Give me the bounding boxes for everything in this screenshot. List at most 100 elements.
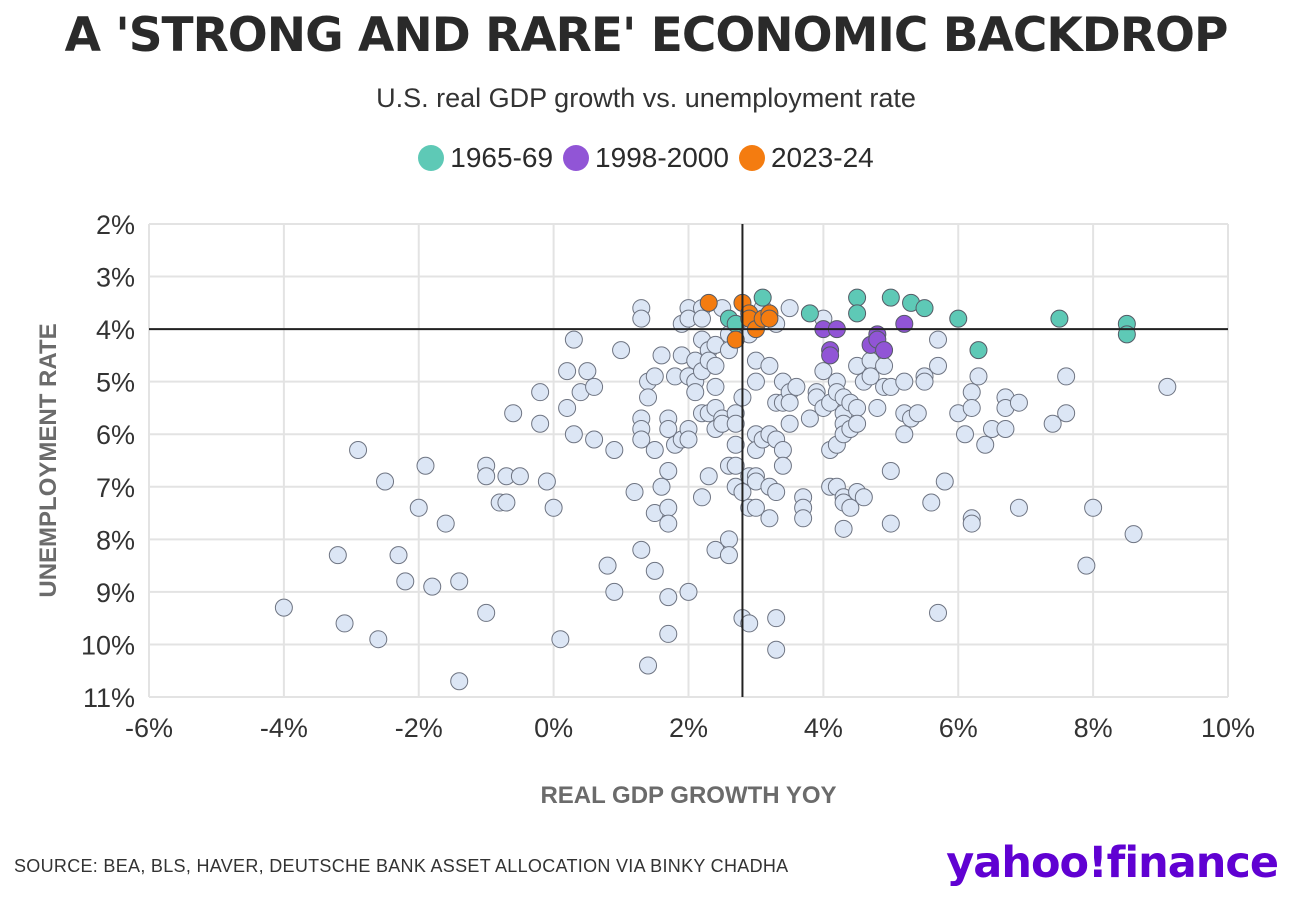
- scatter-point: [969, 367, 988, 386]
- scatter-point: [558, 362, 577, 381]
- scatter-point-1965-69: [753, 288, 772, 307]
- scatter-point: [1009, 498, 1028, 517]
- scatter-point: [726, 435, 745, 454]
- scatter-point: [760, 509, 779, 528]
- scatter-point: [881, 514, 900, 533]
- scatter-point: [369, 630, 388, 649]
- scatter-point: [679, 582, 698, 601]
- scatter-point-1998-2000: [875, 341, 894, 360]
- scatter-point: [780, 414, 799, 433]
- scatter-point: [328, 546, 347, 565]
- scatter-point: [531, 383, 550, 402]
- scatter-point: [639, 656, 658, 675]
- scatter-point: [632, 430, 651, 449]
- scatter-point: [787, 377, 806, 396]
- legend-swatch: [738, 145, 765, 171]
- scatter-point: [895, 372, 914, 391]
- legend-label: 1998-2000: [595, 142, 729, 173]
- brand-part: !: [1088, 838, 1108, 888]
- legend-item-2023-24: 2023-24: [738, 142, 874, 174]
- scatter-point: [625, 483, 644, 502]
- legend-label: 2023-24: [770, 142, 874, 173]
- scatter-point: [659, 498, 678, 517]
- scatter-point: [962, 514, 981, 533]
- scatter-point: [1057, 404, 1076, 423]
- legend-label: 1965-69: [450, 142, 554, 173]
- scatter-point: [780, 393, 799, 412]
- scatter-point: [686, 383, 705, 402]
- y-tick-label: 2%: [96, 210, 135, 240]
- scatter-point-1965-69: [1117, 325, 1136, 344]
- scatter-point: [396, 572, 415, 591]
- scatter-point: [767, 609, 786, 628]
- y-tick-label: 3%: [96, 263, 135, 293]
- x-axis-label: REAL GDP GROWTH YOY: [540, 782, 836, 809]
- scatter-point: [605, 440, 624, 459]
- scatter-point: [639, 388, 658, 407]
- scatter-point: [1077, 556, 1096, 575]
- scatter-point: [996, 419, 1015, 438]
- scatter-point: [976, 435, 995, 454]
- x-tick-label: 8%: [1074, 713, 1113, 743]
- scatter-point: [551, 630, 570, 649]
- scatter-point: [719, 546, 738, 565]
- scatter-point: [692, 488, 711, 507]
- scatter-point: [585, 430, 604, 449]
- scatter-point: [780, 299, 799, 318]
- scatter-point-2023-24: [699, 293, 718, 312]
- scatter-point: [652, 477, 671, 496]
- y-axis-label: UNEMPLOYMENT RATE: [35, 323, 62, 597]
- scatter-point: [537, 472, 556, 491]
- scatter-point: [450, 572, 469, 591]
- scatter-point: [612, 341, 631, 360]
- scatter-point-1965-69: [969, 341, 988, 360]
- scatter-point: [915, 372, 934, 391]
- scatter-point: [497, 493, 516, 512]
- scatter-point: [436, 514, 455, 533]
- scatter-point: [1043, 414, 1062, 433]
- scatter-point: [848, 414, 867, 433]
- scatter-point: [1124, 525, 1143, 544]
- scatter-point-1998-2000: [821, 346, 840, 365]
- scatter-point: [558, 398, 577, 417]
- y-tick-label: 6%: [96, 420, 135, 450]
- scatter-point: [767, 483, 786, 502]
- scatter-point: [645, 367, 664, 386]
- scatter-point: [726, 414, 745, 433]
- scatter-point: [578, 362, 597, 381]
- scatter-point: [409, 498, 428, 517]
- scatter-point: [699, 467, 718, 486]
- scatter-point: [740, 614, 759, 633]
- chart-title: A 'STRONG AND RARE' ECONOMIC BACKDROP: [64, 8, 1229, 63]
- y-tick-label: 8%: [96, 525, 135, 555]
- scatter-point: [659, 514, 678, 533]
- x-tick-label: 0%: [534, 713, 573, 743]
- scatter-point: [632, 540, 651, 559]
- scatter-point: [692, 309, 711, 328]
- scatter-point: [376, 472, 395, 491]
- x-tick-label: 2%: [669, 713, 708, 743]
- yahoo-finance-logo: yahoo!finance: [946, 838, 1279, 888]
- scatter-point-1998-2000: [895, 314, 914, 333]
- scatter-point: [632, 309, 651, 328]
- scatter-point: [335, 614, 354, 633]
- scatter-point: [585, 377, 604, 396]
- scatter-point: [962, 383, 981, 402]
- scatter-point: [450, 672, 469, 691]
- scatter-point: [389, 546, 408, 565]
- scatter-point: [773, 440, 792, 459]
- scatter-point: [841, 498, 860, 517]
- scatter-point-1965-69: [800, 304, 819, 323]
- scatter-point: [848, 398, 867, 417]
- scatter-point: [652, 346, 671, 365]
- scatter-point: [868, 398, 887, 417]
- scatter-point: [800, 409, 819, 428]
- scatter-point: [908, 404, 927, 423]
- x-tick-label: -6%: [125, 713, 173, 743]
- scatter-point: [706, 356, 725, 375]
- scatter-point-1965-69: [848, 304, 867, 323]
- legend-item-1998-2000: 1998-2000: [563, 142, 729, 174]
- legend-swatch: [418, 145, 445, 171]
- x-tick-label: 6%: [939, 713, 978, 743]
- scatter-point: [659, 462, 678, 481]
